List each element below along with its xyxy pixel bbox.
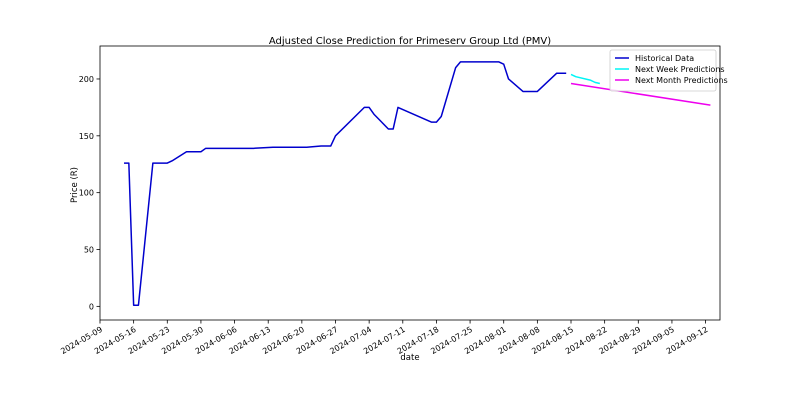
y-tick-label-0: 0 bbox=[89, 302, 94, 311]
y-axis-title: Price (R) bbox=[70, 167, 80, 203]
y-tick-label-3: 150 bbox=[79, 132, 94, 141]
y-tick-label-4: 200 bbox=[79, 75, 94, 84]
chart-title: Adjusted Close Prediction for Primeserv … bbox=[269, 36, 551, 47]
legend-label-1: Next Week Predictions bbox=[635, 65, 725, 74]
legend: Historical Data Next Week Predictions Next… bbox=[610, 50, 728, 91]
y-tick-label-1: 50 bbox=[84, 246, 94, 255]
legend-label-0: Historical Data bbox=[635, 54, 694, 63]
legend-label-2: Next Month Predictions bbox=[635, 76, 728, 85]
x-axis-title: date bbox=[400, 353, 419, 363]
y-tick-label-2: 100 bbox=[79, 189, 94, 198]
